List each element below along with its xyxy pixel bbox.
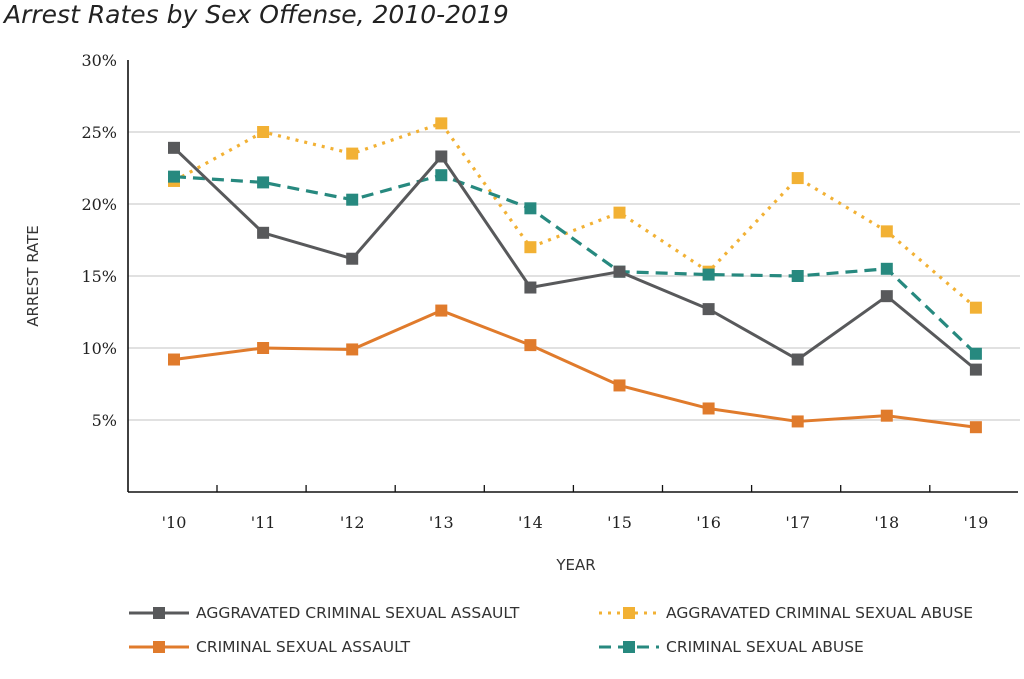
y-tick-label: 10% <box>81 339 117 358</box>
y-axis-title: ARREST RATE <box>24 225 42 327</box>
data-point-aggravated-criminal-sexual-assault <box>702 303 715 316</box>
data-point-criminal-sexual-assault <box>613 379 626 392</box>
data-point-aggravated-criminal-sexual-assault <box>346 252 359 265</box>
legend-swatch <box>129 607 189 619</box>
data-point-aggravated-criminal-sexual-abuse <box>613 206 626 219</box>
data-point-aggravated-criminal-sexual-abuse <box>969 301 982 314</box>
x-tick-label: '17 <box>785 513 810 532</box>
x-tick-label: '15 <box>607 513 632 532</box>
legend-label: CRIMINAL SEXUAL ASSAULT <box>196 638 411 656</box>
series-line-criminal-sexual-assault <box>173 309 977 429</box>
legend-swatch <box>129 641 189 653</box>
data-point-criminal-sexual-abuse <box>435 169 448 182</box>
data-point-criminal-sexual-assault <box>435 304 448 317</box>
line-chart: 5% 10% 15% 20% 25% 30% '10 '11 '12 '13 '14 '15 '16 '1… <box>24 51 1020 574</box>
x-tick-label: '10 <box>162 513 187 532</box>
data-point-criminal-sexual-abuse <box>880 262 893 275</box>
data-point-criminal-sexual-assault <box>702 402 715 415</box>
y-tick-label: 15% <box>81 267 117 286</box>
data-point-criminal-sexual-abuse <box>346 193 359 206</box>
data-point-criminal-sexual-abuse <box>791 270 804 282</box>
data-point-aggravated-criminal-sexual-abuse <box>435 117 448 130</box>
y-tick-label: 25% <box>81 123 117 142</box>
data-point-criminal-sexual-assault <box>257 342 270 354</box>
legend-item-aggravated-criminal-sexual-abuse: AGGRAVATED CRIMINAL SEXUAL ABUSE <box>598 604 973 622</box>
data-point-criminal-sexual-abuse <box>257 176 270 189</box>
data-point-aggravated-criminal-sexual-assault <box>524 281 537 294</box>
data-point-aggravated-criminal-sexual-assault <box>969 363 982 376</box>
data-point-criminal-sexual-assault <box>791 415 804 428</box>
data-point-criminal-sexual-assault <box>969 421 982 434</box>
data-point-criminal-sexual-abuse <box>969 347 982 360</box>
x-tick-label: '16 <box>696 513 721 532</box>
data-point-criminal-sexual-assault <box>346 343 359 356</box>
legend-label: CRIMINAL SEXUAL ABUSE <box>666 638 864 656</box>
x-tick-label: '14 <box>518 513 543 532</box>
data-point-aggravated-criminal-sexual-assault <box>168 141 180 154</box>
legend-item-aggravated-criminal-sexual-assault: AGGRAVATED CRIMINAL SEXUAL ASSAULT <box>128 604 519 622</box>
data-point-criminal-sexual-assault <box>880 409 893 422</box>
legend-marker <box>623 607 635 619</box>
y-tick-label: 30% <box>81 51 117 70</box>
legend-marker <box>153 641 165 653</box>
legend-item-criminal-sexual-assault: CRIMINAL SEXUAL ASSAULT <box>128 638 410 656</box>
chart-legend: AGGRAVATED CRIMINAL SEXUAL ASSAULT AGGRAV… <box>128 598 1024 670</box>
x-tick-label: '11 <box>251 513 276 532</box>
legend-label: AGGRAVATED CRIMINAL SEXUAL ABUSE <box>666 604 974 622</box>
x-tick-label: '12 <box>340 513 365 532</box>
chart-title: Arrest Rates by Sex Offense, 2010-2019 <box>4 0 509 29</box>
data-point-aggravated-criminal-sexual-assault <box>257 226 270 239</box>
x-axis-title: YEAR <box>555 556 595 574</box>
series-line-aggravated-criminal-sexual-assault <box>172 146 977 371</box>
x-tick-label: '18 <box>874 513 899 532</box>
data-point-aggravated-criminal-sexual-abuse <box>524 241 537 254</box>
data-point-aggravated-criminal-sexual-assault <box>435 150 448 163</box>
data-point-aggravated-criminal-sexual-assault <box>791 353 804 366</box>
data-point-criminal-sexual-abuse <box>702 268 715 281</box>
legend-item-criminal-sexual-abuse: CRIMINAL SEXUAL ABUSE <box>598 638 864 656</box>
series-line-aggravated-criminal-sexual-abuse <box>173 121 977 309</box>
legend-label: AGGRAVATED CRIMINAL SEXUAL ASSAULT <box>196 604 520 622</box>
y-tick-label: 20% <box>81 195 117 214</box>
data-point-aggravated-criminal-sexual-abuse <box>346 147 359 160</box>
data-point-criminal-sexual-abuse <box>524 202 537 215</box>
data-point-aggravated-criminal-sexual-assault <box>880 290 893 303</box>
data-point-criminal-sexual-assault <box>168 353 180 366</box>
data-point-criminal-sexual-abuse <box>168 170 180 183</box>
series-line-criminal-sexual-abuse <box>173 173 978 355</box>
legend-swatch <box>599 607 659 619</box>
data-point-aggravated-criminal-sexual-assault <box>613 265 626 278</box>
legend-marker <box>153 607 165 619</box>
data-point-aggravated-criminal-sexual-abuse <box>791 172 804 185</box>
data-point-criminal-sexual-assault <box>524 339 537 352</box>
legend-swatch <box>599 641 659 653</box>
y-tick-label: 5% <box>92 411 117 430</box>
data-point-aggravated-criminal-sexual-abuse <box>880 225 893 238</box>
x-tick-label: '13 <box>429 513 454 532</box>
x-tick-label: '19 <box>964 513 989 532</box>
data-point-aggravated-criminal-sexual-abuse <box>257 126 270 138</box>
legend-marker <box>623 641 635 653</box>
